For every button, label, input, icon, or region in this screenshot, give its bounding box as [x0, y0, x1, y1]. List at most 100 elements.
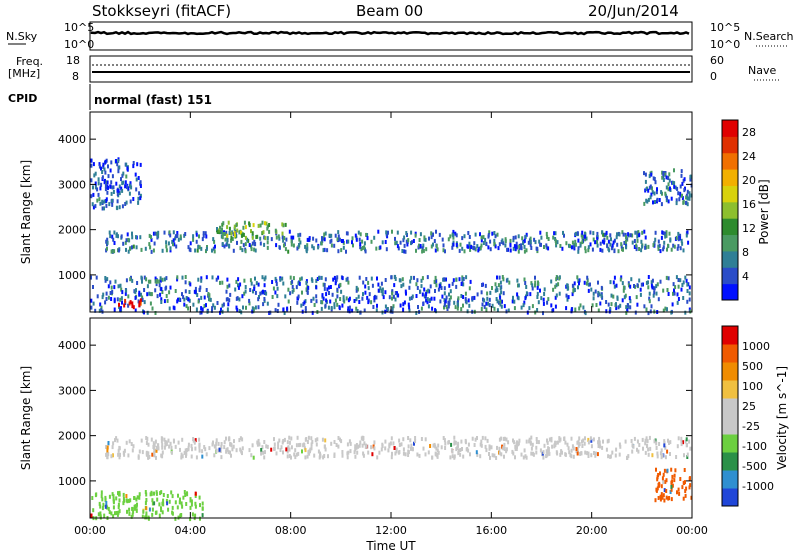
echo-cell [117, 502, 120, 507]
echo-cell [675, 275, 678, 280]
echo-cell [653, 191, 656, 196]
echo-cell [670, 310, 673, 315]
echo-cell [398, 438, 401, 443]
echo-cell [221, 227, 223, 232]
echo-cell [661, 476, 664, 481]
echo-cell [145, 492, 148, 497]
echo-cell [689, 483, 692, 488]
echo-cell [214, 244, 216, 249]
echo-cell [244, 242, 247, 247]
echo-cell [434, 275, 437, 280]
nave-tick-lo: 0 [710, 70, 717, 83]
echo-cell [111, 492, 114, 497]
echo-cell [262, 230, 265, 235]
echo-cell [380, 281, 383, 286]
echo-cell [579, 243, 582, 248]
echo-cell [347, 239, 350, 244]
echo-cell [530, 446, 533, 451]
echo-cell [459, 242, 462, 247]
echo-cell [545, 449, 548, 454]
echo-cell [473, 443, 476, 447]
echo-cell [263, 277, 266, 282]
echo-cell [349, 449, 352, 454]
echo-cell [256, 440, 259, 445]
echo-cell [118, 455, 121, 460]
echo-cell [105, 197, 108, 202]
echo-cell [318, 455, 321, 460]
echo-cell [448, 283, 451, 288]
echo-cell [663, 443, 666, 448]
echo-cell [240, 230, 242, 235]
echo-cell [380, 447, 383, 452]
echo-cell [359, 440, 362, 445]
echo-cell [514, 247, 517, 252]
echo-cell [605, 230, 608, 235]
echo-cell [639, 287, 642, 292]
echo-cell [199, 285, 202, 290]
x-tick-label: 00:00 [74, 524, 106, 537]
echo-cell [125, 174, 128, 179]
echo-cell [664, 172, 667, 177]
echo-cell [655, 441, 658, 446]
echo-cell [603, 240, 606, 245]
echo-cell [124, 301, 127, 305]
echo-cell [515, 241, 518, 246]
echo-cell [514, 446, 517, 451]
echo-cell [129, 300, 132, 305]
echo-cell [215, 438, 218, 443]
echo-cell [367, 286, 370, 291]
echo-cell [297, 281, 300, 286]
echo-cell [194, 501, 197, 506]
echo-cell [626, 303, 629, 307]
echo-cell [220, 307, 222, 312]
echo-cell [160, 508, 163, 513]
echo-cell [320, 275, 323, 280]
echo-cell [223, 232, 226, 236]
echo-cell [637, 230, 640, 235]
echo-cell [114, 511, 116, 516]
echo-cell [625, 305, 628, 310]
echo-cell [657, 244, 660, 249]
echo-cell [296, 296, 299, 301]
velocity-ylabel: Slant Range [km] [19, 366, 33, 470]
echo-cell [482, 297, 484, 302]
echo-cell [592, 296, 595, 301]
echo-cell [644, 245, 647, 250]
echo-cell [565, 306, 568, 311]
echo-cell [148, 507, 151, 512]
echo-cell [103, 513, 106, 518]
echo-cell [405, 231, 408, 235]
echo-cell [502, 446, 505, 451]
echo-cell [664, 455, 667, 460]
echo-cell [464, 291, 467, 296]
echo-cell [457, 448, 460, 453]
echo-cell [121, 181, 124, 186]
echo-cell [290, 242, 293, 247]
echo-cell [645, 280, 648, 285]
freq-panel [89, 55, 693, 83]
echo-cell [128, 511, 131, 516]
echo-cell [435, 283, 438, 288]
echo-cell [258, 442, 261, 447]
echo-cell [161, 442, 164, 447]
echo-cell [320, 306, 323, 311]
echo-cell [194, 290, 197, 295]
echo-cell [683, 177, 686, 182]
echo-cell [452, 229, 455, 234]
echo-cell [346, 455, 349, 460]
echo-cell [181, 292, 183, 297]
echo-cell [153, 501, 156, 506]
echo-cell [520, 246, 523, 251]
echo-cell [503, 304, 506, 309]
echo-cell [382, 295, 385, 300]
echo-cell [163, 277, 166, 282]
echo-cell [263, 283, 266, 288]
echo-cell [641, 437, 644, 442]
echo-cell [211, 248, 213, 253]
echo-cell [670, 487, 673, 492]
echo-cell [112, 514, 115, 519]
echo-cell [460, 282, 463, 286]
echo-cell [139, 184, 142, 188]
colorbar-tick-label: 24 [742, 150, 756, 163]
echo-cell [419, 232, 422, 237]
